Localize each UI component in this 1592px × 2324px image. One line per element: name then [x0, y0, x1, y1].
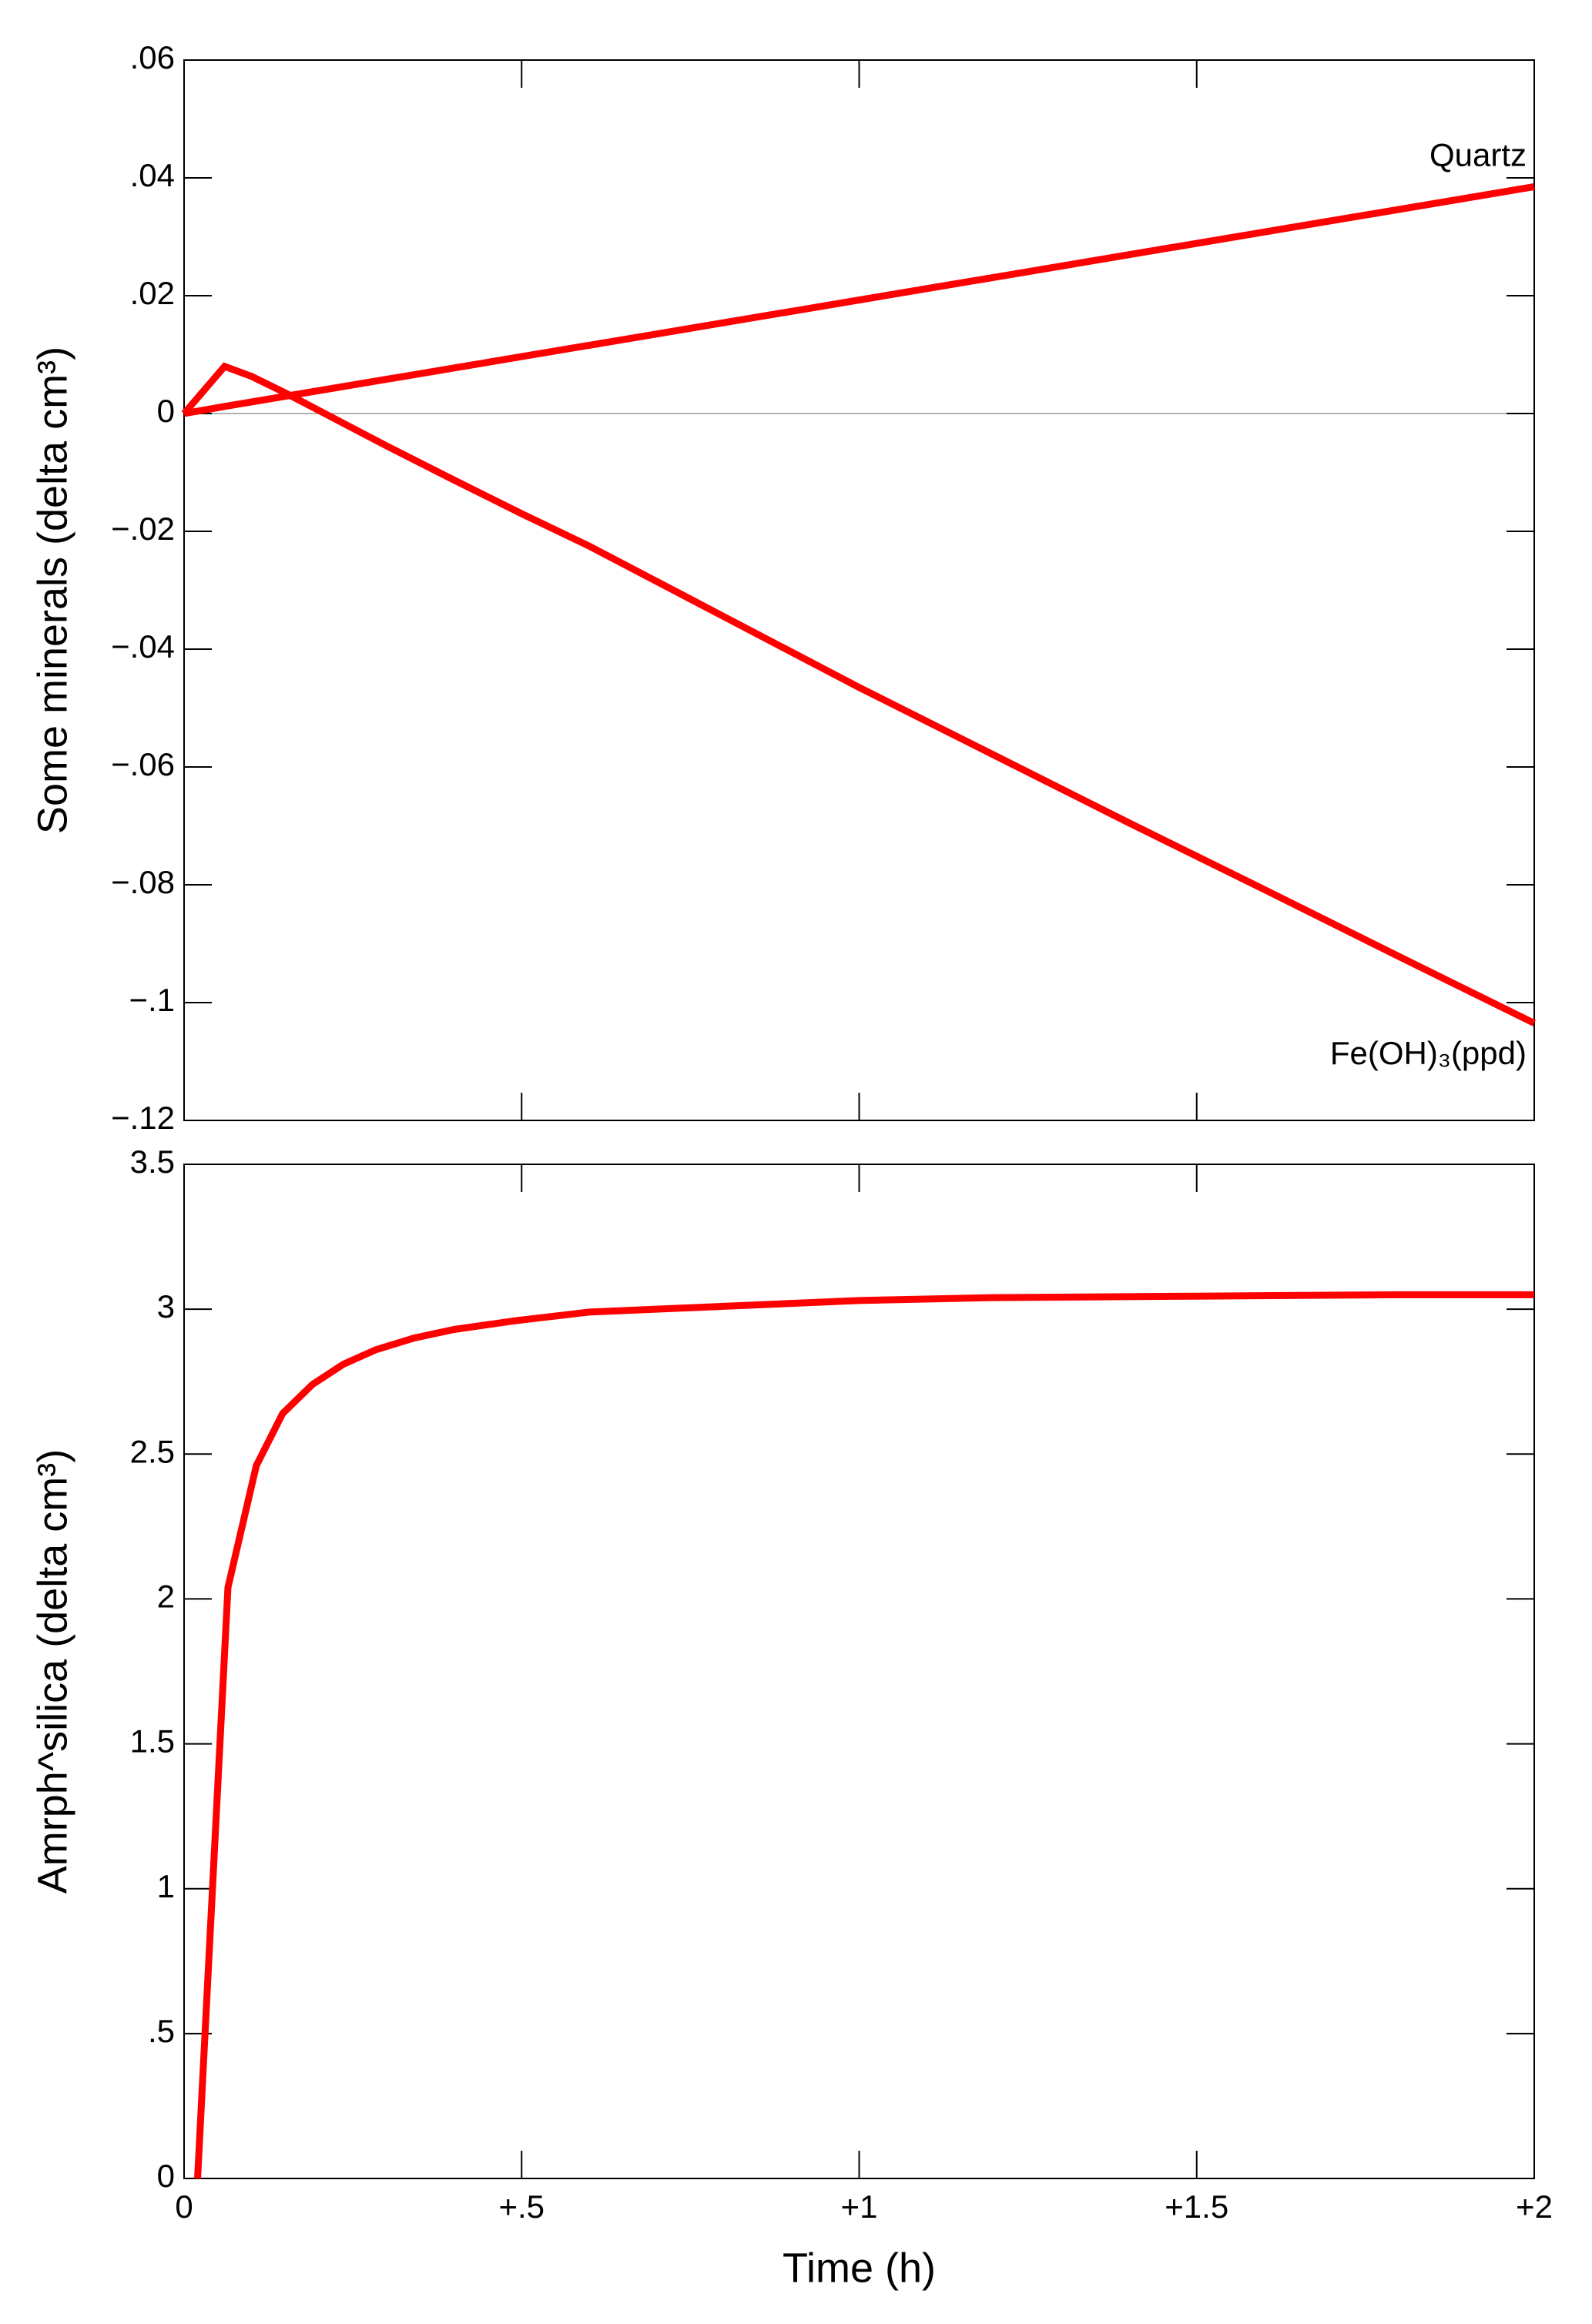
x-tick-label: +2: [1516, 2188, 1553, 2225]
y-tick-label: .04: [130, 157, 175, 193]
y-tick-label: −.08: [111, 864, 175, 900]
y-tick-label: −.12: [111, 1100, 175, 1136]
y-tick-label: 1: [157, 1868, 175, 1904]
x-tick-label: 0: [175, 2188, 193, 2225]
y-axis-label: Some minerals (delta cm³): [29, 347, 75, 834]
x-tick-label: +1: [841, 2188, 878, 2225]
data-line: [181, 362, 1536, 1026]
y-tick-label: .06: [130, 39, 175, 75]
y-tick-label: 3: [157, 1288, 175, 1324]
data-line: [183, 183, 1535, 417]
y-tick-label: 2: [157, 1579, 175, 1615]
y-tick-label: −.06: [111, 746, 175, 782]
plot-frame: [183, 1164, 1535, 2179]
y-tick-label: 0: [157, 393, 175, 429]
series-label: Fe(OH)₃(ppd): [1330, 1035, 1527, 1071]
y-tick-label: 1.5: [130, 1723, 175, 1760]
y-tick-label: 3.5: [130, 1144, 175, 1180]
y-tick-label: −.04: [111, 628, 175, 665]
y-axis-label: Amrph^silica (delta cm³): [29, 1449, 75, 1894]
series-label: Quartz: [1429, 137, 1527, 173]
y-tick-label: −.1: [129, 982, 175, 1018]
x-axis-label: Time (h): [783, 2245, 936, 2291]
x-tick-label: +.5: [498, 2188, 545, 2225]
y-tick-label: 2.5: [130, 1433, 175, 1469]
x-tick-label: +1.5: [1165, 2188, 1228, 2225]
data-line: [194, 1291, 1534, 2179]
y-tick-label: .02: [130, 275, 175, 311]
y-tick-label: 0: [157, 2158, 175, 2194]
y-tick-label: .5: [148, 2013, 175, 2049]
y-tick-label: −.02: [111, 511, 175, 547]
